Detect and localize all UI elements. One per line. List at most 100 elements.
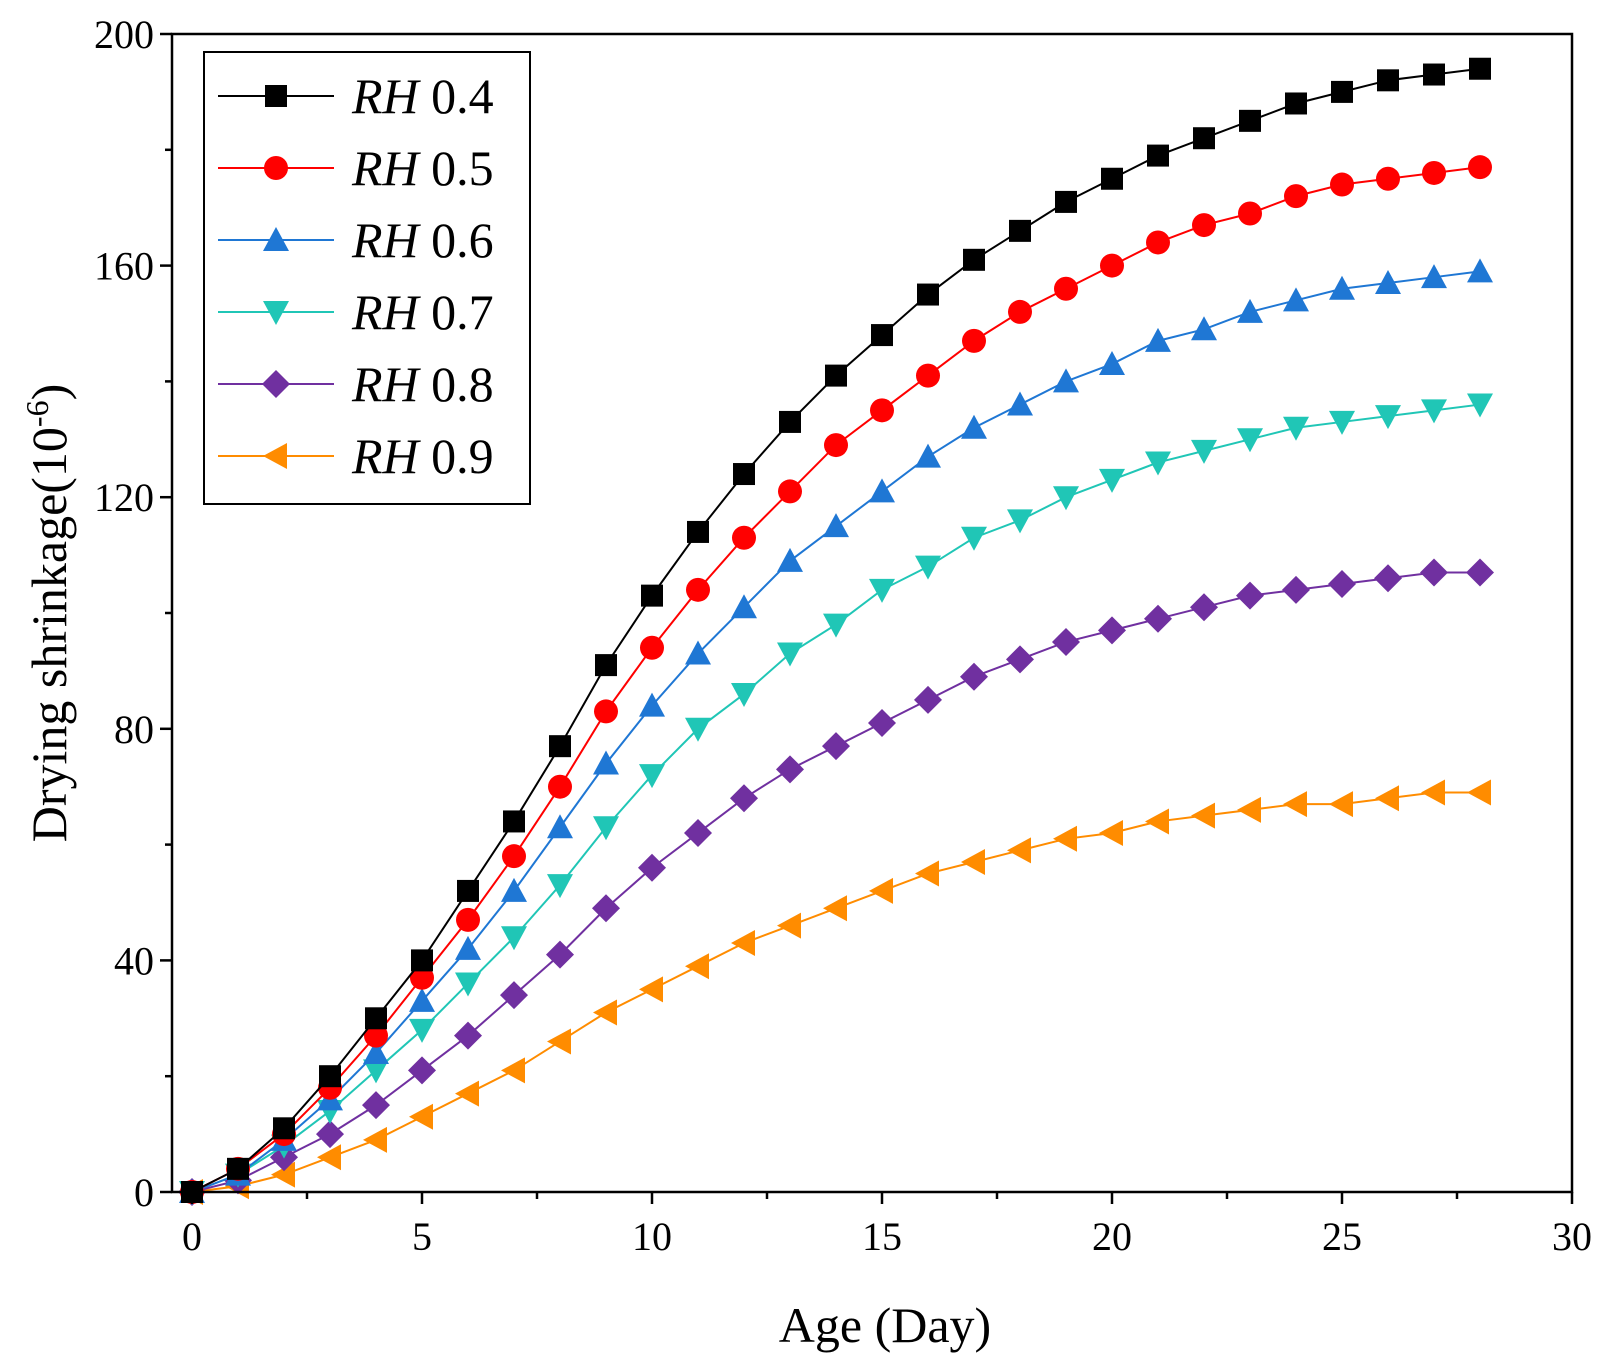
data-point-0.6 <box>409 987 435 1012</box>
y-tick-label: 200 <box>94 12 154 57</box>
data-point-0.6 <box>685 640 711 665</box>
legend-entry-0.6: RH 0.6 <box>218 212 494 268</box>
legend-label: RH 0.4 <box>351 68 494 124</box>
data-point-0.9 <box>731 930 755 957</box>
data-point-0.9 <box>1421 779 1445 806</box>
data-point-0.4 <box>1101 167 1123 190</box>
data-point-0.8 <box>1328 570 1356 599</box>
data-point-0.9 <box>271 1161 295 1188</box>
data-point-0.9 <box>639 976 663 1003</box>
legend-label-value: 0.7 <box>419 284 494 340</box>
data-point-0.8 <box>1420 558 1448 587</box>
data-point-0.8 <box>546 940 574 969</box>
data-point-0.7 <box>1053 486 1079 511</box>
legend-marker <box>263 301 289 325</box>
x-tick-label: 30 <box>1552 1214 1592 1259</box>
data-point-0.8 <box>960 662 988 691</box>
y-axis-title: Drying shrinkage(10-6) <box>19 384 77 843</box>
data-point-0.9 <box>777 912 801 939</box>
data-point-0.4 <box>1469 57 1491 80</box>
data-point-0.4 <box>871 324 893 347</box>
data-point-0.8 <box>1006 645 1034 674</box>
legend-label-prefix: RH <box>351 68 422 124</box>
data-point-0.5 <box>1008 299 1032 324</box>
data-point-0.8 <box>822 732 850 761</box>
x-tick-label: 20 <box>1092 1214 1132 1259</box>
y-tick-label: 80 <box>114 707 154 752</box>
data-point-0.9 <box>363 1126 387 1153</box>
legend-label-value: 0.4 <box>419 68 494 124</box>
legend-marker <box>265 85 287 107</box>
data-point-0.5 <box>1238 201 1262 226</box>
data-point-0.5 <box>732 525 756 550</box>
data-point-0.7 <box>455 972 481 997</box>
data-point-0.9 <box>1329 791 1353 818</box>
data-point-0.8 <box>868 709 896 738</box>
data-point-0.5 <box>824 433 848 458</box>
data-point-0.6 <box>915 443 941 468</box>
data-point-0.7 <box>915 555 941 580</box>
data-point-0.5 <box>1284 184 1308 209</box>
legend-entry-0.5: RH 0.5 <box>218 140 494 196</box>
legend-marker <box>262 370 290 398</box>
data-point-0.4 <box>1285 92 1307 115</box>
data-point-0.5 <box>1468 155 1492 180</box>
data-point-0.9 <box>1283 791 1307 818</box>
data-point-0.8 <box>1052 627 1080 656</box>
data-point-0.4 <box>503 810 525 833</box>
data-point-0.6 <box>1467 258 1493 283</box>
data-point-0.9 <box>1375 785 1399 812</box>
data-point-0.4 <box>963 248 985 271</box>
data-point-0.7 <box>593 816 619 841</box>
data-point-0.5 <box>502 844 526 869</box>
data-point-0.5 <box>1422 160 1446 185</box>
y-axis-title-close: ) <box>21 384 77 401</box>
data-point-0.5 <box>456 907 480 932</box>
series-0.9 <box>179 779 1491 1205</box>
series-0.8 <box>178 558 1494 1206</box>
data-point-0.7 <box>547 874 573 899</box>
data-point-0.9 <box>317 1144 341 1171</box>
data-point-0.6 <box>1421 264 1447 289</box>
data-point-0.7 <box>1375 405 1401 430</box>
data-point-0.4 <box>319 1065 341 1088</box>
data-point-0.7 <box>1421 399 1447 424</box>
data-point-0.8 <box>914 685 942 714</box>
legend-label-prefix: RH <box>351 356 422 412</box>
data-point-0.4 <box>1193 127 1215 150</box>
legend: RH 0.4RH 0.5RH 0.6RH 0.7RH 0.8RH 0.9 <box>203 51 531 505</box>
y-tick-label: 120 <box>94 475 154 520</box>
data-point-0.4 <box>779 410 801 433</box>
data-point-0.9 <box>1237 796 1261 823</box>
data-point-0.8 <box>316 1120 344 1149</box>
legend-label-value: 0.9 <box>419 428 494 484</box>
data-point-0.7 <box>1191 439 1217 464</box>
legend-marker <box>264 156 288 180</box>
data-point-0.5 <box>594 699 618 724</box>
data-point-0.5 <box>1376 166 1400 191</box>
series-line-0.8 <box>191 571 1480 1193</box>
data-point-0.4 <box>1331 80 1353 103</box>
data-point-0.7 <box>639 764 665 789</box>
data-point-0.7 <box>685 717 711 742</box>
data-point-0.7 <box>1329 410 1355 435</box>
data-point-0.8 <box>362 1091 390 1120</box>
data-point-0.8 <box>500 981 528 1010</box>
y-tick-label: 0 <box>134 1170 154 1215</box>
data-point-0.9 <box>409 1103 433 1130</box>
legend-label: RH 0.7 <box>351 284 494 340</box>
data-point-0.7 <box>1237 428 1263 453</box>
data-point-0.4 <box>733 463 755 486</box>
data-point-0.8 <box>730 784 758 813</box>
data-point-0.9 <box>915 860 939 887</box>
data-point-0.6 <box>593 750 619 775</box>
data-point-0.8 <box>684 819 712 848</box>
data-point-0.5 <box>364 1023 388 1048</box>
data-point-0.6 <box>1375 269 1401 294</box>
legend-label: RH 0.5 <box>351 140 494 196</box>
legend-marker <box>263 443 287 469</box>
data-point-0.4 <box>641 584 663 607</box>
x-tick-label: 15 <box>862 1214 902 1259</box>
data-point-0.7 <box>1099 468 1125 493</box>
